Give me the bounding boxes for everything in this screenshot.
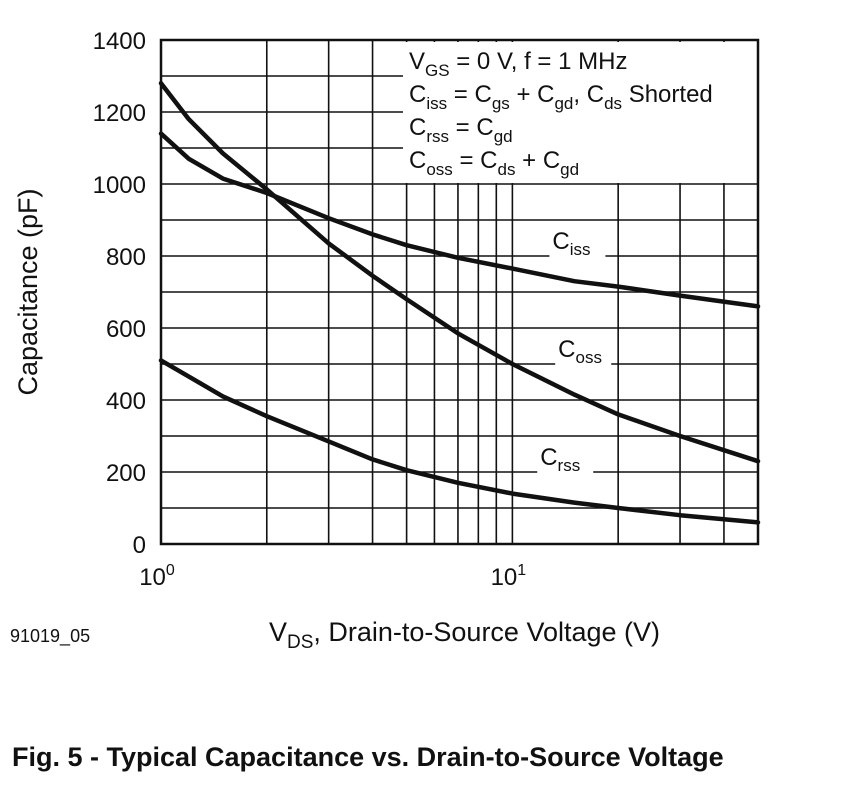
- series-coss: [158, 80, 761, 464]
- series-label-text: Coss: [558, 336, 602, 367]
- x-axis-label: VDS, Drain-to-Source Voltage (V): [269, 617, 660, 653]
- x-tick-label: 101: [491, 562, 527, 591]
- x-axis-ticks: 100 101: [139, 562, 526, 591]
- series-label-text: Crss: [540, 444, 580, 475]
- curves: [158, 80, 761, 525]
- y-axis-ticks: 0 200 400 600 800 1000 1200 1400: [93, 28, 146, 559]
- plot-frame: [159, 38, 760, 546]
- series-label-crss: Crss: [537, 443, 594, 479]
- y-tick-label: 0: [133, 532, 146, 559]
- x-axis-label-main: V: [269, 617, 287, 647]
- figure-caption: Fig. 5 - Typical Capacitance vs. Drain-t…: [12, 742, 724, 772]
- series-label-text: Ciss: [552, 228, 590, 259]
- y-axis-label: Capacitance (pF): [13, 188, 43, 395]
- x-axis-label-sub: DS: [287, 632, 313, 653]
- series-label-bg: [537, 443, 594, 479]
- y-tick-label: 800: [106, 244, 146, 271]
- x-tick-label: 100: [139, 562, 175, 591]
- y-tick-label: 600: [106, 316, 146, 343]
- conditions-box-bg: [403, 42, 757, 183]
- condition-line: Ciss = Cgs + Cgd, Cds Shorted: [409, 81, 713, 113]
- condition-line: VGS = 0 V, f = 1 MHz: [409, 48, 627, 80]
- y-tick-label: 400: [106, 388, 146, 415]
- condition-line: Crss = Cgd: [409, 114, 513, 146]
- series-label-bg: [555, 335, 612, 371]
- series-label-ciss: Ciss: [549, 227, 606, 263]
- y-tick-label: 200: [106, 460, 146, 487]
- x-axis-label-rest: , Drain-to-Source Voltage (V): [313, 617, 660, 647]
- series-labels: Ciss Coss Crss: [537, 227, 612, 479]
- y-tick-label: 1000: [93, 172, 146, 199]
- y-tick-label: 1400: [93, 28, 146, 55]
- y-tick-label: 1200: [93, 100, 146, 127]
- series-label-coss: Coss: [555, 335, 612, 371]
- figure-id: 91019_05: [10, 626, 91, 646]
- condition-line: Coss = Cds + Cgd: [409, 147, 579, 179]
- series-ciss: [158, 131, 761, 309]
- series-crss: [158, 358, 761, 525]
- series-label-bg: [549, 227, 606, 263]
